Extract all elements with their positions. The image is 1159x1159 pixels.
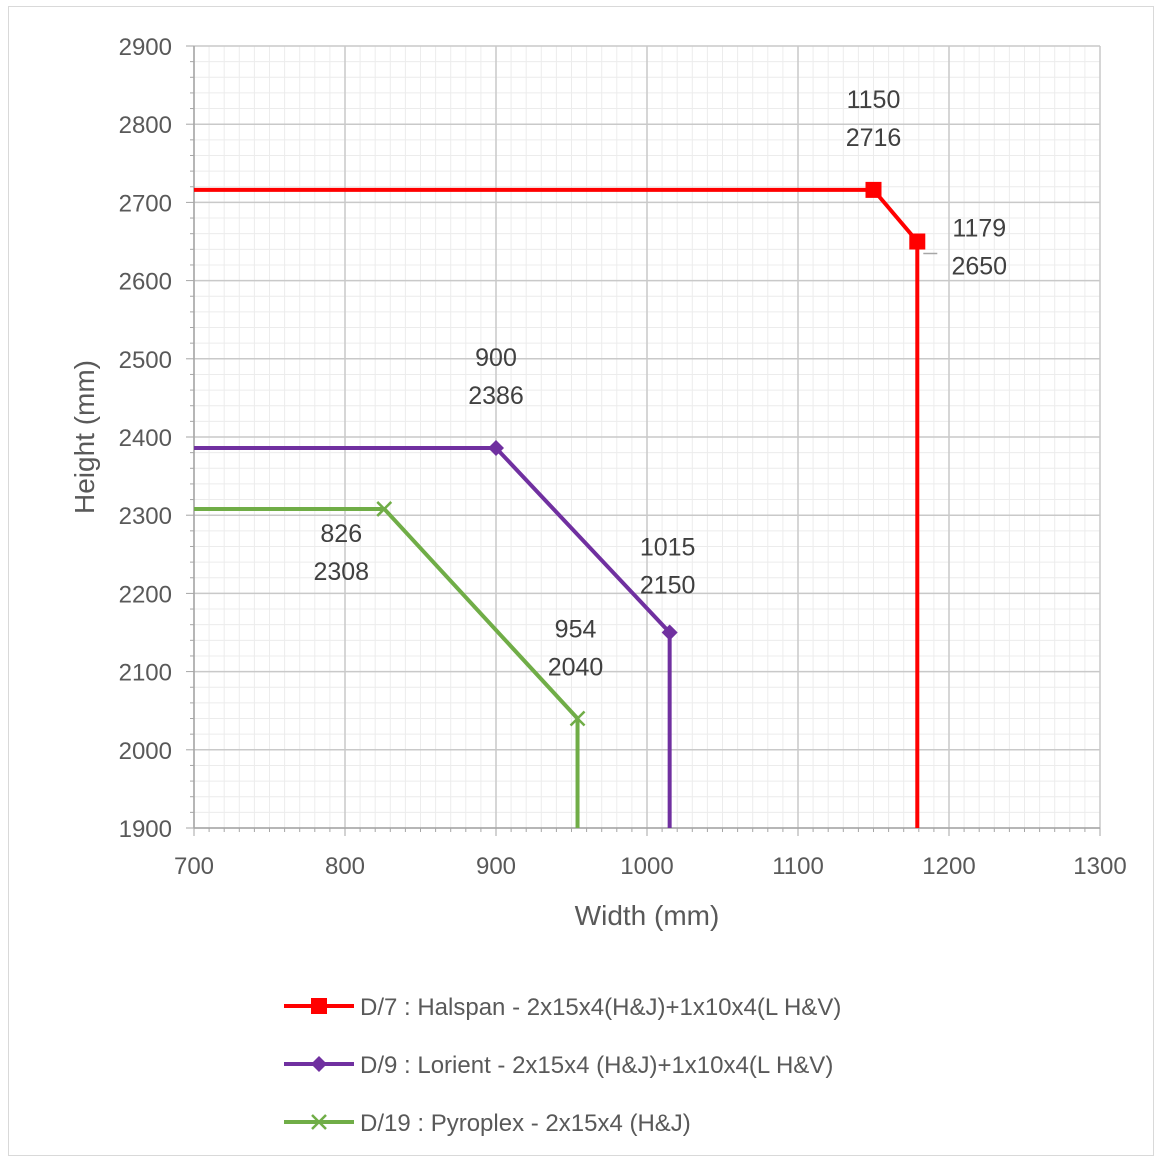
y-tick-label: 2600 bbox=[119, 269, 172, 296]
y-tick-label: 2300 bbox=[119, 503, 172, 530]
x-tick-label: 1300 bbox=[1073, 853, 1126, 880]
data-point-marker bbox=[661, 624, 678, 641]
tick-labels: 700 800 900 1000 1100 1200 1300 1900 2000 2100 220… bbox=[119, 34, 1127, 880]
y-tick-label: 2000 bbox=[119, 738, 172, 765]
legend-label: D/9 : Lorient - 2x15x4 (H&J)+1x10x4(L H&… bbox=[360, 1052, 833, 1079]
data-point-marker bbox=[569, 710, 586, 727]
data-label-y: 2650 bbox=[951, 253, 1007, 281]
data-label-x: 954 bbox=[555, 616, 597, 644]
data-point-marker bbox=[909, 233, 926, 250]
data-label-x: 900 bbox=[475, 344, 517, 372]
x-axis-title: Width (mm) bbox=[575, 900, 720, 931]
series-1 bbox=[194, 439, 678, 828]
data-label-y: 2040 bbox=[548, 654, 604, 682]
legend-entry-1: D/9 : Lorient - 2x15x4 (H&J)+1x10x4(L H&… bbox=[284, 1052, 833, 1079]
data-label-y: 2716 bbox=[846, 124, 902, 152]
series-layer bbox=[194, 181, 926, 828]
legend: D/7 : Halspan - 2x15x4(H&J)+1x10x4(L H&V… bbox=[284, 994, 841, 1137]
chart-frame bbox=[8, 6, 1154, 1156]
data-point-marker bbox=[488, 439, 504, 456]
legend-marker bbox=[311, 998, 327, 1014]
x-tick-label: 800 bbox=[325, 853, 365, 880]
y-tick-label: 1900 bbox=[119, 816, 172, 843]
y-tick-label: 2800 bbox=[119, 112, 172, 139]
series-line bbox=[194, 445, 672, 828]
data-point-marker-stroke bbox=[569, 710, 586, 727]
y-tick-label: 2700 bbox=[119, 190, 172, 217]
data-label-y: 2386 bbox=[468, 382, 524, 410]
series-0 bbox=[194, 181, 926, 828]
x-tick-label: 700 bbox=[174, 853, 214, 880]
series-line bbox=[194, 187, 920, 828]
legend-marker bbox=[311, 1114, 327, 1130]
legend-label: D/19 : Pyroplex - 2x15x4 (H&J) bbox=[360, 1110, 691, 1137]
legend-entry-0: D/7 : Halspan - 2x15x4(H&J)+1x10x4(L H&V… bbox=[284, 994, 841, 1021]
y-axis-title: Height (mm) bbox=[69, 360, 100, 514]
data-label-x: 1150 bbox=[847, 86, 901, 114]
data-point-marker-stroke bbox=[376, 501, 393, 517]
y-tick-label: 2200 bbox=[119, 581, 172, 608]
x-tick-label: 900 bbox=[476, 853, 516, 880]
x-tick-label: 1200 bbox=[922, 853, 975, 880]
data-labels-layer: 1150 2716 1179 2650 900 2386 1015 2150 826 2308 95… bbox=[313, 86, 1007, 682]
data-label-x: 1179 bbox=[952, 215, 1006, 243]
y-tick-label: 2900 bbox=[119, 34, 172, 61]
y-tick-label: 2100 bbox=[119, 660, 172, 687]
data-label-x: 826 bbox=[320, 520, 362, 548]
data-label-y: 2308 bbox=[313, 558, 369, 586]
major-gridlines bbox=[193, 45, 1101, 829]
data-point-marker bbox=[376, 501, 393, 517]
y-tick-label: 2400 bbox=[119, 425, 172, 452]
y-tick-label: 2500 bbox=[119, 347, 172, 374]
legend-label: D/7 : Halspan - 2x15x4(H&J)+1x10x4(L H&V… bbox=[360, 994, 841, 1021]
legend-entry-2: D/19 : Pyroplex - 2x15x4 (H&J) bbox=[284, 1110, 691, 1137]
x-tick-label: 1000 bbox=[620, 853, 673, 880]
axes bbox=[186, 45, 1101, 836]
series-2 bbox=[194, 501, 586, 828]
series-line bbox=[194, 506, 580, 828]
data-label-y: 2150 bbox=[640, 572, 696, 600]
data-point-marker bbox=[865, 181, 882, 198]
x-tick-label: 1100 bbox=[772, 853, 824, 880]
legend-marker bbox=[311, 1056, 327, 1072]
data-label-x: 1015 bbox=[640, 534, 696, 562]
legend-marker-stroke bbox=[311, 1114, 327, 1130]
